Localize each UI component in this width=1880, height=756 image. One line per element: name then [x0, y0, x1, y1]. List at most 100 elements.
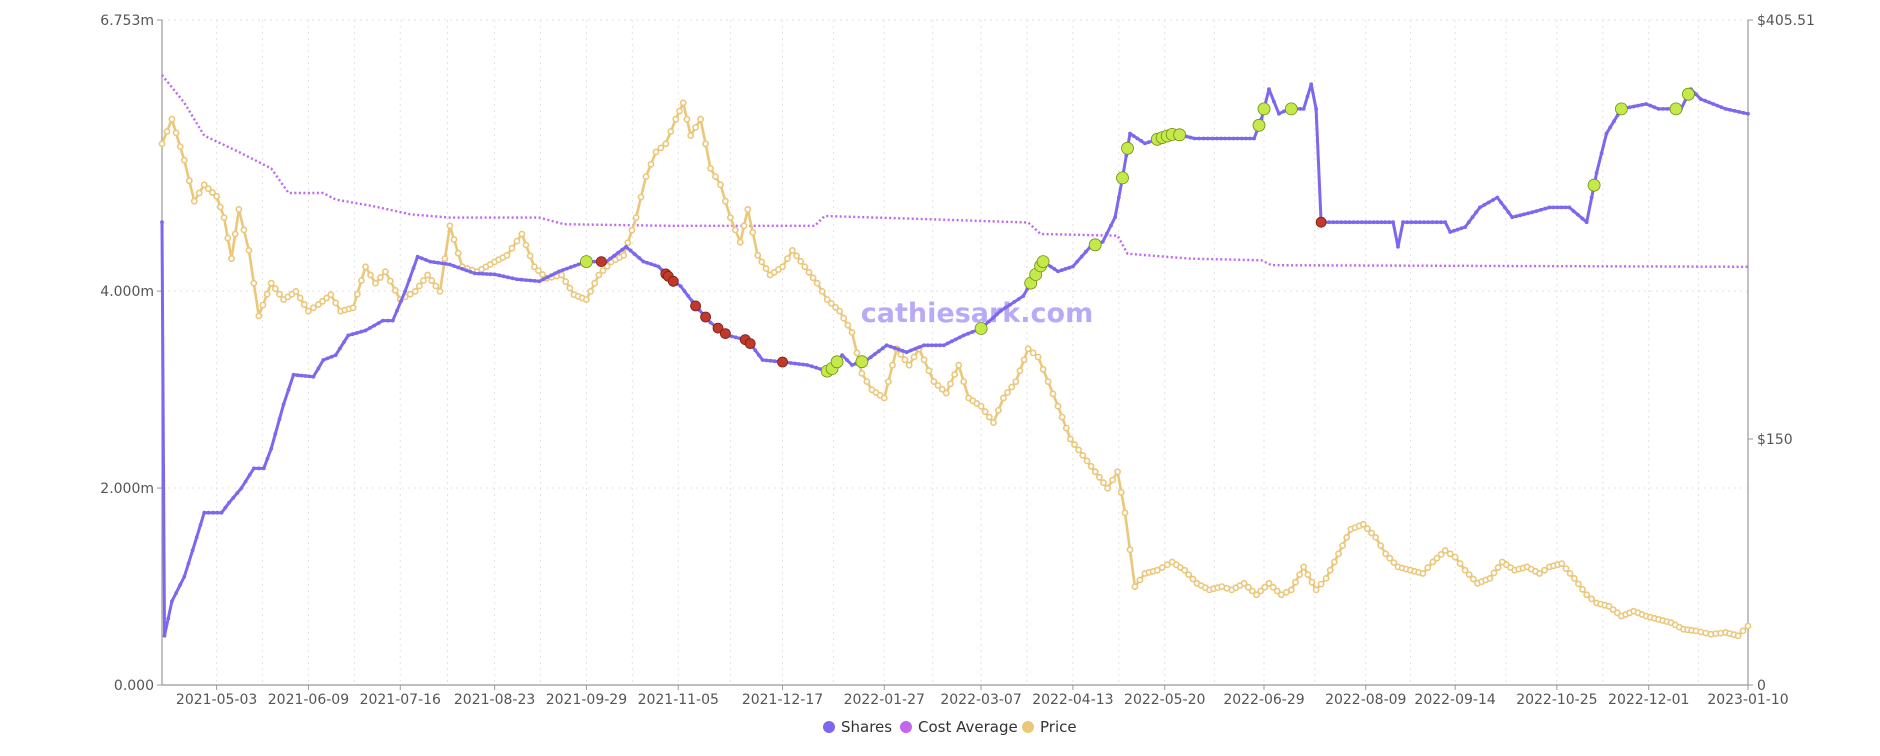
- buy-marker[interactable]: [1173, 128, 1186, 142]
- shares-point: [1100, 240, 1105, 244]
- shares-point: [325, 356, 330, 361]
- shares-point: [1231, 136, 1236, 141]
- x-tick-label: 2022-12-01: [1608, 692, 1689, 708]
- shares-point: [468, 270, 473, 274]
- price-point: [603, 262, 611, 270]
- shares-point: [797, 362, 801, 366]
- shares-point: [1482, 203, 1487, 207]
- buy-marker[interactable]: [1121, 141, 1134, 155]
- price-point: [848, 328, 856, 336]
- shares-point: [1466, 220, 1471, 225]
- shares-point: [390, 318, 395, 323]
- sell-marker[interactable]: [720, 328, 731, 340]
- shares-point: [346, 333, 351, 338]
- buy-marker[interactable]: [1257, 102, 1271, 116]
- shares-point: [733, 335, 738, 340]
- sell-marker[interactable]: [667, 275, 679, 287]
- buy-marker[interactable]: [855, 355, 869, 369]
- shares-point: [1331, 220, 1336, 225]
- price-point: [1269, 583, 1277, 591]
- shares-point: [608, 256, 613, 261]
- shares-point: [1206, 136, 1210, 141]
- buy-marker[interactable]: [1036, 255, 1050, 269]
- price-point: [1253, 591, 1260, 599]
- price-point: [163, 128, 171, 135]
- legend-swatch-price: [1022, 721, 1034, 733]
- shares-point: [1104, 231, 1109, 236]
- sell-marker[interactable]: [595, 256, 607, 268]
- price-point: [530, 263, 538, 271]
- sell-marker[interactable]: [777, 356, 788, 368]
- price-point: [1541, 566, 1548, 574]
- price-point: [1372, 534, 1380, 541]
- price-point: [255, 312, 263, 320]
- legend-item-cost-average[interactable]: Cost Average: [900, 718, 1018, 736]
- shares-point: [995, 312, 999, 317]
- price-point: [327, 291, 335, 299]
- shares-point: [1131, 134, 1136, 138]
- legend-label-cost-average: Cost Average: [918, 718, 1018, 736]
- buy-marker[interactable]: [1116, 171, 1129, 185]
- shares-point: [1401, 220, 1405, 225]
- price-point: [1424, 564, 1432, 572]
- shares-point: [1723, 107, 1728, 111]
- shares-point: [1612, 119, 1616, 124]
- shares-point: [524, 278, 528, 282]
- price-point: [1261, 583, 1269, 591]
- shares-point: [632, 252, 637, 257]
- price-point: [1456, 560, 1464, 567]
- shares-point: [303, 374, 308, 378]
- shares-point: [999, 308, 1003, 313]
- sell-marker[interactable]: [744, 338, 756, 350]
- shares-point: [1514, 214, 1519, 219]
- price-point: [1433, 554, 1441, 562]
- shares-point: [656, 264, 661, 269]
- buy-marker[interactable]: [580, 255, 593, 269]
- price-point: [662, 140, 670, 148]
- shares-point: [190, 548, 195, 553]
- buy-marker[interactable]: [1615, 102, 1628, 116]
- price-point: [779, 263, 786, 271]
- shares-point: [281, 402, 286, 407]
- buy-marker[interactable]: [974, 322, 988, 335]
- buy-marker[interactable]: [1669, 102, 1683, 116]
- buy-marker[interactable]: [1088, 238, 1102, 252]
- price-point: [419, 277, 427, 284]
- price-point: [679, 99, 687, 107]
- price-point: [1465, 571, 1473, 578]
- shares-point: [1201, 136, 1206, 141]
- buy-marker[interactable]: [1587, 178, 1601, 192]
- price-point: [925, 367, 933, 375]
- sell-marker[interactable]: [690, 300, 701, 312]
- buy-marker[interactable]: [1252, 118, 1266, 132]
- shares-point: [1665, 107, 1670, 111]
- sell-marker[interactable]: [712, 322, 724, 334]
- sell-marker[interactable]: [1315, 216, 1327, 228]
- shares-point: [1215, 136, 1219, 141]
- price-point: [1304, 571, 1312, 578]
- price-point: [1579, 585, 1586, 593]
- price-point: [1744, 622, 1752, 630]
- price-point: [224, 234, 232, 242]
- shares-point: [592, 259, 597, 264]
- buy-marker[interactable]: [1682, 87, 1695, 101]
- shares-point: [892, 346, 897, 350]
- legend-item-price[interactable]: Price: [1022, 718, 1077, 736]
- buy-marker[interactable]: [1284, 102, 1298, 116]
- shares-point: [1455, 227, 1460, 232]
- legend-item-shares[interactable]: Shares: [823, 718, 892, 736]
- price-point: [539, 271, 546, 278]
- shares-point: [1305, 94, 1310, 99]
- price-point: [1004, 389, 1011, 396]
- price-point: [1575, 580, 1582, 588]
- price-point: [1308, 578, 1316, 586]
- buy-marker[interactable]: [830, 355, 844, 369]
- shares-line: [160, 82, 1749, 638]
- sell-marker[interactable]: [700, 311, 711, 323]
- shares-point: [1335, 220, 1340, 225]
- price-point: [357, 277, 365, 284]
- price-series: [158, 99, 1752, 640]
- price-point: [762, 265, 770, 272]
- shares-point: [1071, 264, 1075, 269]
- shares-point: [645, 260, 650, 265]
